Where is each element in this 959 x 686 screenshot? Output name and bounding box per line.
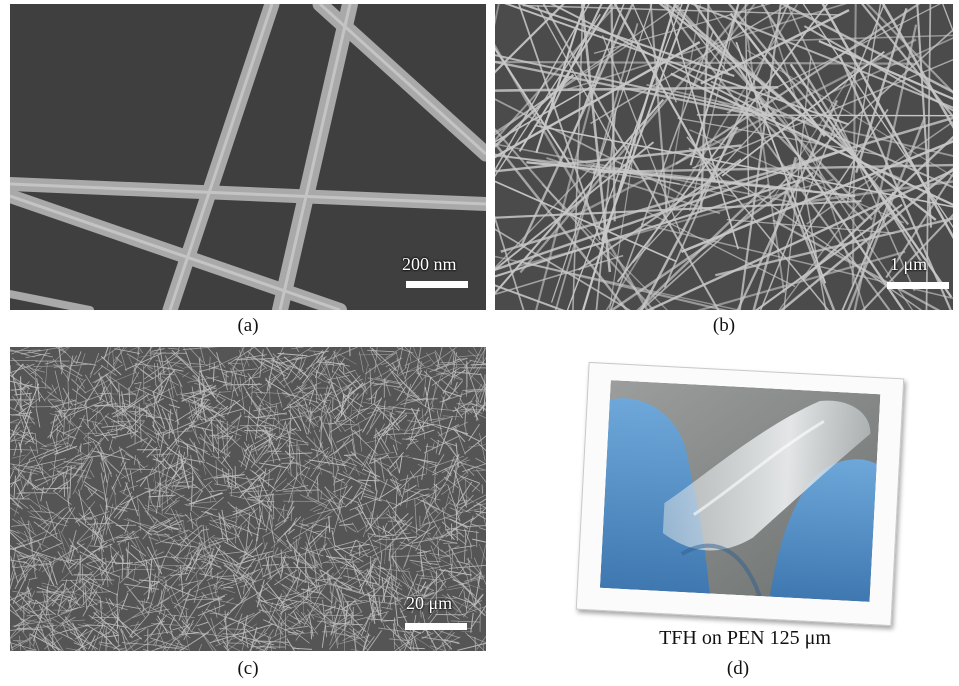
- sem-image-b: [495, 4, 953, 310]
- photo-flexible-film: [599, 380, 881, 602]
- scale-bar-a: [406, 281, 468, 288]
- scale-bar-c: [405, 623, 467, 630]
- scale-bar-b: [887, 282, 949, 289]
- panel-label-c: (c): [237, 658, 259, 679]
- scale-label-c: 20 μm: [406, 593, 453, 613]
- panel-label-d: (d): [726, 658, 750, 679]
- sem-image-a: [10, 4, 486, 310]
- scale-label-a: 200 nm: [402, 254, 457, 274]
- sem-panel-c: 20 μm: [10, 347, 486, 651]
- scale-label-b: 1 μm: [890, 254, 928, 274]
- sem-image-c: [10, 347, 486, 651]
- photo-frame-d: [575, 361, 905, 627]
- panel-label-b: (b): [712, 315, 736, 336]
- sem-panel-b: 1 μm: [495, 4, 953, 310]
- panel-label-a: (a): [237, 315, 259, 336]
- sem-panel-a: 200 nm: [10, 4, 486, 310]
- photo-caption-d: TFH on PEN 125 μm: [659, 627, 831, 649]
